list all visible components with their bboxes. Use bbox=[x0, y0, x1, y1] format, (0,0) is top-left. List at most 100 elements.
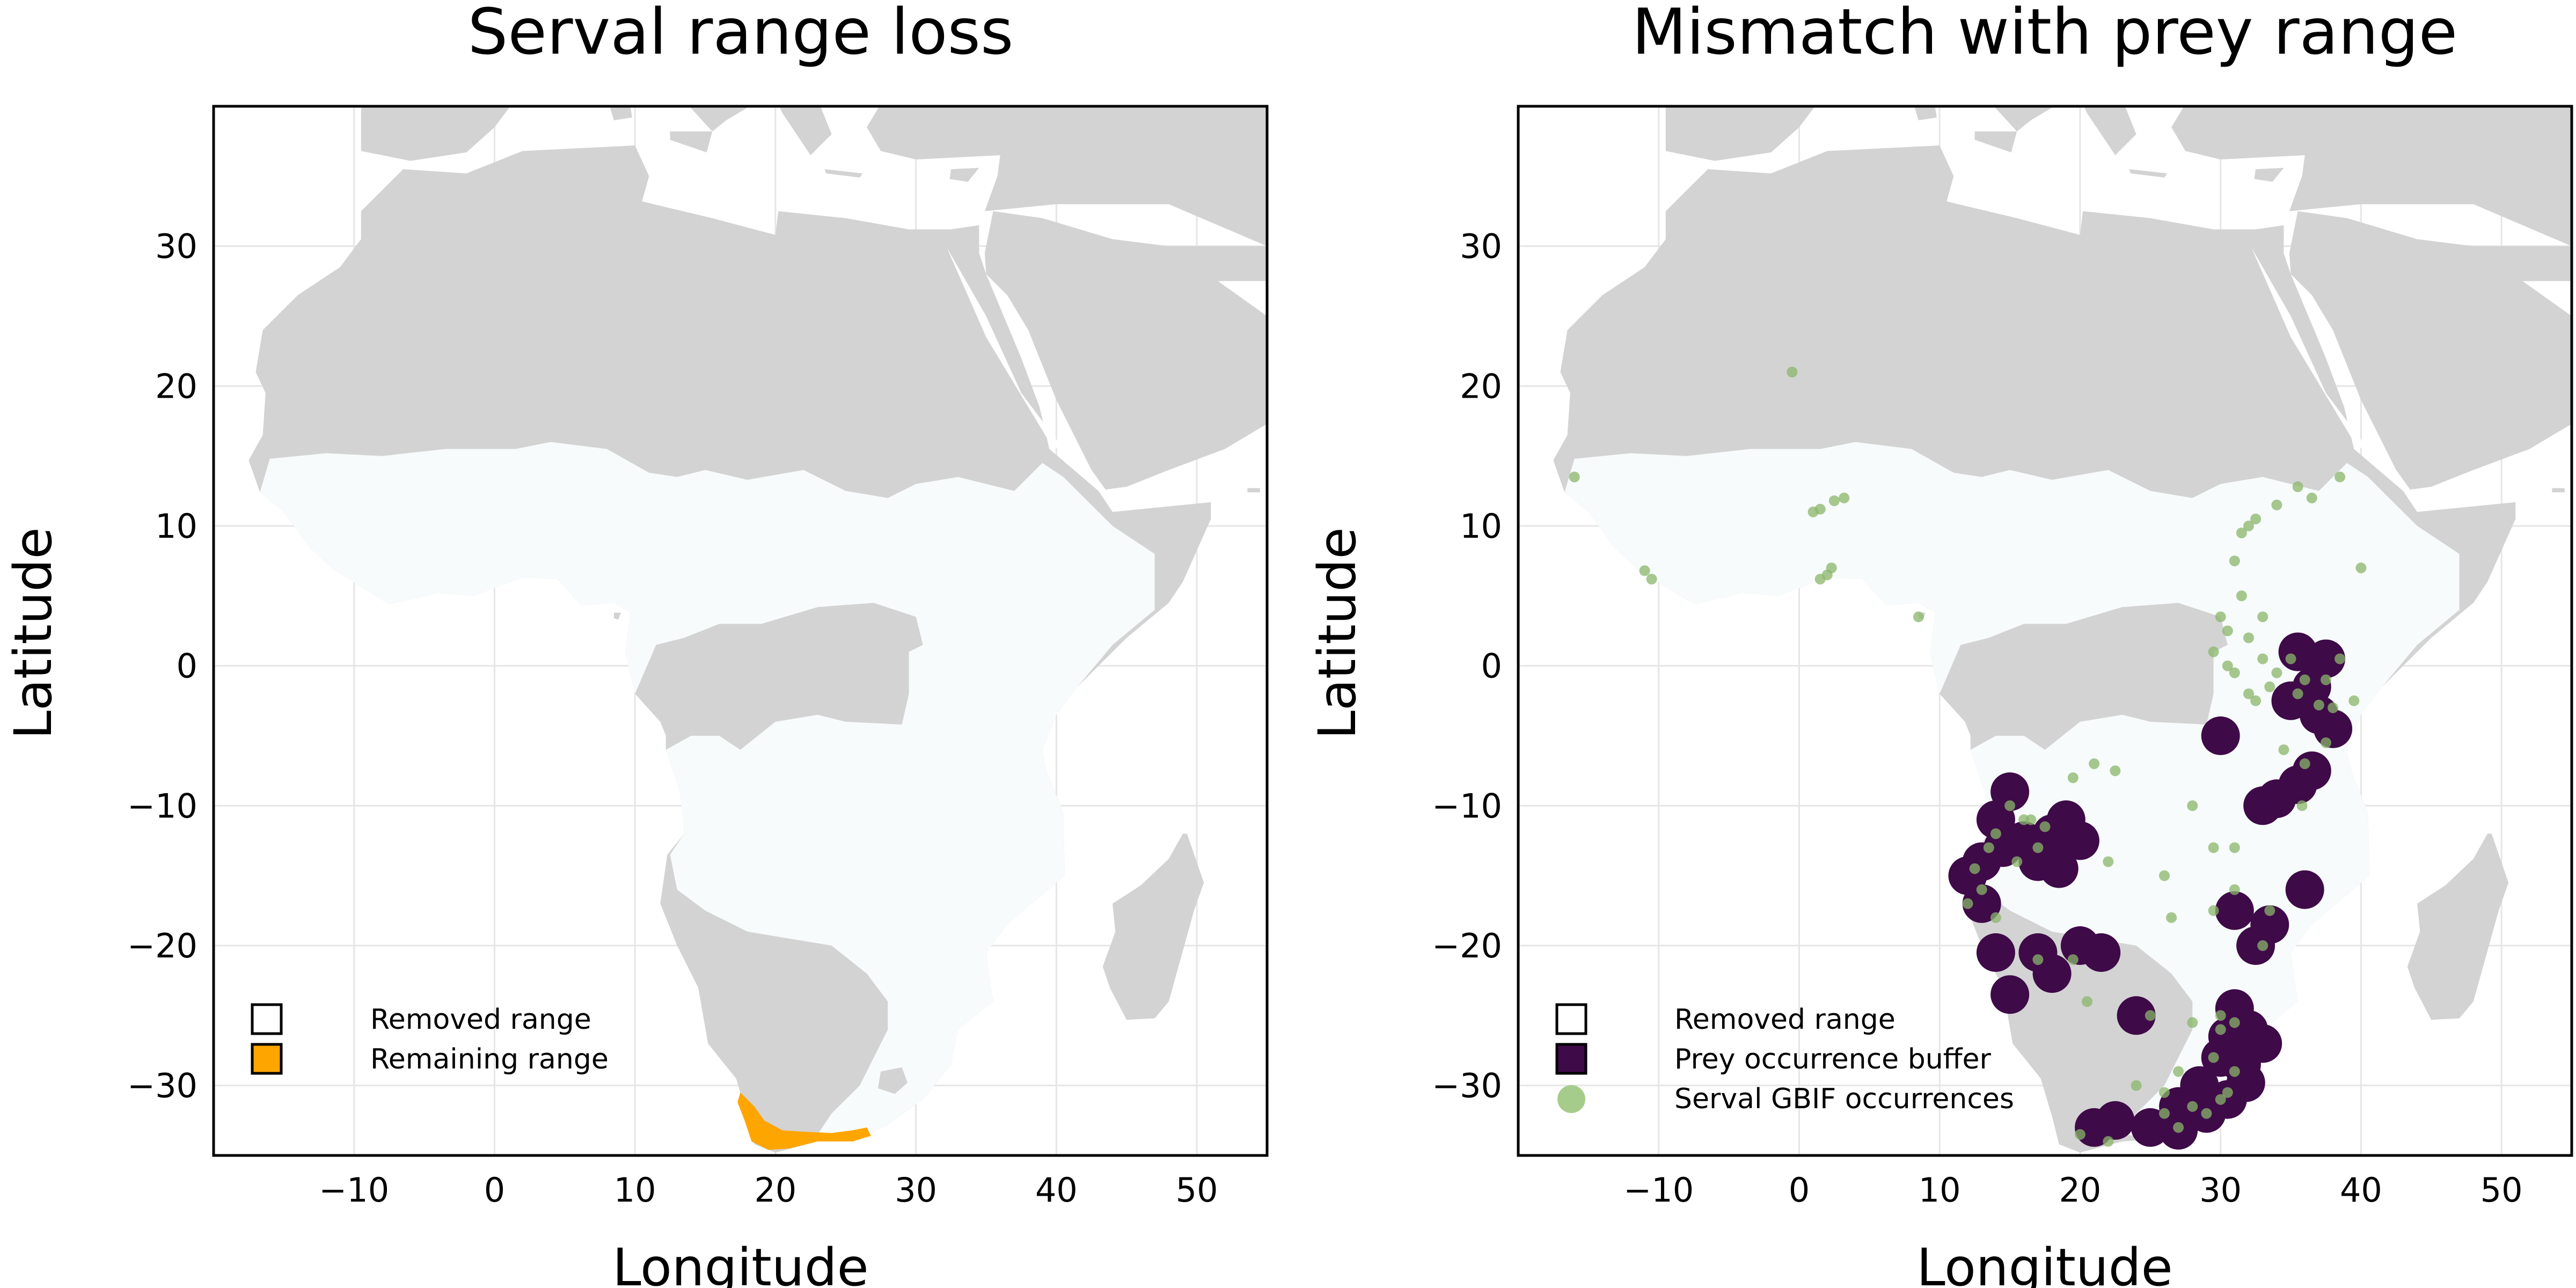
remaining-range-area bbox=[737, 1092, 871, 1150]
occurrence-point bbox=[1646, 574, 1657, 585]
occurrence-point bbox=[2159, 870, 2170, 881]
prey-buffer-blob bbox=[2285, 870, 2324, 909]
prey-buffer-blob bbox=[1976, 933, 2015, 972]
y-tick-label: −10 bbox=[127, 786, 197, 825]
occurrence-point bbox=[2032, 954, 2044, 965]
occurrence-point bbox=[2215, 1010, 2226, 1021]
plot-frame bbox=[212, 105, 1269, 1157]
panel-title: Mismatch with prey range bbox=[1632, 0, 2458, 69]
occurrence-point bbox=[2067, 954, 2079, 965]
excluded-area bbox=[878, 1067, 908, 1094]
occurrence-point bbox=[1814, 503, 1826, 515]
occurrence-point bbox=[2243, 688, 2254, 699]
prey-buffer-blob bbox=[2201, 716, 2240, 755]
occurrence-point bbox=[2285, 653, 2296, 664]
occurrence-point bbox=[2208, 905, 2219, 916]
y-tick-label: −20 bbox=[127, 926, 197, 965]
occurrence-point bbox=[2187, 800, 2198, 811]
legend-item-gbif-occurrences: Serval GBIF occurrences bbox=[1557, 1083, 2014, 1115]
legend-item-prey-buffer: Prey occurrence buffer bbox=[1555, 1043, 1991, 1075]
occurrence-point bbox=[2187, 1101, 2198, 1112]
occurrence-point bbox=[2328, 702, 2339, 713]
occurrence-point bbox=[2321, 674, 2331, 685]
y-tick-label: 0 bbox=[1481, 647, 1502, 686]
occurrence-point bbox=[2355, 562, 2367, 574]
legend-swatch-occurrence bbox=[1557, 1085, 1585, 1113]
occurrence-point bbox=[2250, 695, 2262, 706]
x-tick-label: 40 bbox=[2340, 1170, 2382, 1210]
occurrence-point bbox=[2159, 1087, 2170, 1098]
land-polygon bbox=[2254, 167, 2284, 182]
legend-label: Remaining range bbox=[370, 1043, 609, 1075]
panel-title: Serval range loss bbox=[467, 0, 1013, 69]
plot-frame bbox=[1517, 105, 2573, 1157]
occurrence-point bbox=[2299, 758, 2310, 770]
occurrence-point bbox=[2145, 1010, 2156, 1021]
occurrence-point bbox=[1828, 495, 1840, 507]
occurrence-point bbox=[2271, 667, 2282, 678]
occurrence-point bbox=[2229, 1017, 2240, 1028]
occurrence-point bbox=[1990, 828, 2001, 839]
panel-mismatch-with-prey-range: Mismatch with prey range −10 0 10 20 30 40 50−… bbox=[1307, 0, 2573, 1288]
land-polygon bbox=[1974, 131, 2017, 152]
land-polygon bbox=[824, 169, 863, 178]
legend-item-removed-range: Removed range bbox=[1555, 1003, 1896, 1036]
x-tick-label: −10 bbox=[1623, 1170, 1694, 1210]
occurrence-point bbox=[2222, 660, 2233, 671]
x-tick-label: 0 bbox=[1789, 1170, 1810, 1210]
occurrence-point bbox=[1990, 912, 2001, 923]
x-tick-label: 10 bbox=[1919, 1170, 1961, 1210]
occurrence-point bbox=[2236, 528, 2247, 538]
prey-buffer-blob bbox=[2117, 996, 2156, 1035]
occurrence-point bbox=[2215, 611, 2226, 623]
y-tick-label: −30 bbox=[1432, 1066, 1502, 1106]
occurrence-point bbox=[2082, 996, 2092, 1007]
prey-buffer-blob bbox=[2131, 1108, 2170, 1147]
occurrence-point bbox=[2292, 688, 2303, 699]
occurrence-point bbox=[2131, 1080, 2142, 1091]
occurrence-point bbox=[2173, 1122, 2184, 1133]
y-tick-label: 20 bbox=[155, 367, 197, 406]
land-polygon bbox=[613, 612, 621, 620]
occurrence-point bbox=[1569, 471, 1580, 482]
occurrence-point bbox=[2032, 842, 2044, 853]
occurrence-point bbox=[2236, 590, 2247, 602]
y-tick-label: 30 bbox=[155, 227, 197, 266]
y-tick-label: 10 bbox=[1460, 507, 1502, 546]
legend-swatch-remaining bbox=[251, 1043, 283, 1075]
x-tick-label: 0 bbox=[484, 1170, 505, 1210]
occurrence-point bbox=[1639, 565, 1650, 576]
x-tick-label: 50 bbox=[1176, 1170, 1218, 1210]
occurrence-point bbox=[2229, 1066, 2240, 1077]
occurrence-point bbox=[2159, 1108, 2170, 1119]
prey-buffer-blob bbox=[2243, 786, 2282, 825]
occurrence-point bbox=[2264, 905, 2275, 916]
occurrence-point bbox=[2187, 1017, 2198, 1028]
occurrence-point bbox=[1969, 863, 1980, 874]
occurrence-point bbox=[2306, 492, 2317, 503]
occurrence-point bbox=[1814, 574, 1826, 585]
x-tick-label: −10 bbox=[319, 1170, 389, 1210]
land-polygon bbox=[2552, 488, 2565, 493]
legend-label: Serval GBIF occurrences bbox=[1674, 1083, 2014, 1115]
occurrence-point bbox=[2348, 695, 2360, 706]
occurrence-point bbox=[2257, 653, 2268, 664]
legend: Removed range Prey occurrence buffer Ser… bbox=[1555, 1003, 2014, 1115]
y-tick-label: −30 bbox=[127, 1066, 197, 1106]
x-tick-label: 30 bbox=[2199, 1170, 2242, 1210]
occurrence-point bbox=[2229, 842, 2240, 853]
prey-buffer-blob bbox=[2082, 933, 2121, 972]
tick-labels: −10 0 10 20 30 40 50 −30 −20 −10 0 10 20 30 bbox=[127, 227, 1218, 1210]
x-tick-label: 20 bbox=[754, 1170, 796, 1210]
legend-label: Prey occurrence buffer bbox=[1674, 1043, 1991, 1075]
occurrence-point bbox=[2067, 772, 2079, 784]
remaining-range-polygon bbox=[737, 1092, 871, 1150]
occurrence-point bbox=[2292, 481, 2303, 492]
water-polygon bbox=[2522, 281, 2572, 316]
occurrence-point bbox=[2250, 514, 2262, 524]
occurrence-point bbox=[2296, 800, 2308, 811]
x-axis-label: Longitude bbox=[612, 1238, 868, 1288]
legend-swatch-removed bbox=[1555, 1003, 1587, 1035]
y-tick-label: 20 bbox=[1460, 367, 1502, 406]
occurrence-point bbox=[1962, 898, 1973, 909]
